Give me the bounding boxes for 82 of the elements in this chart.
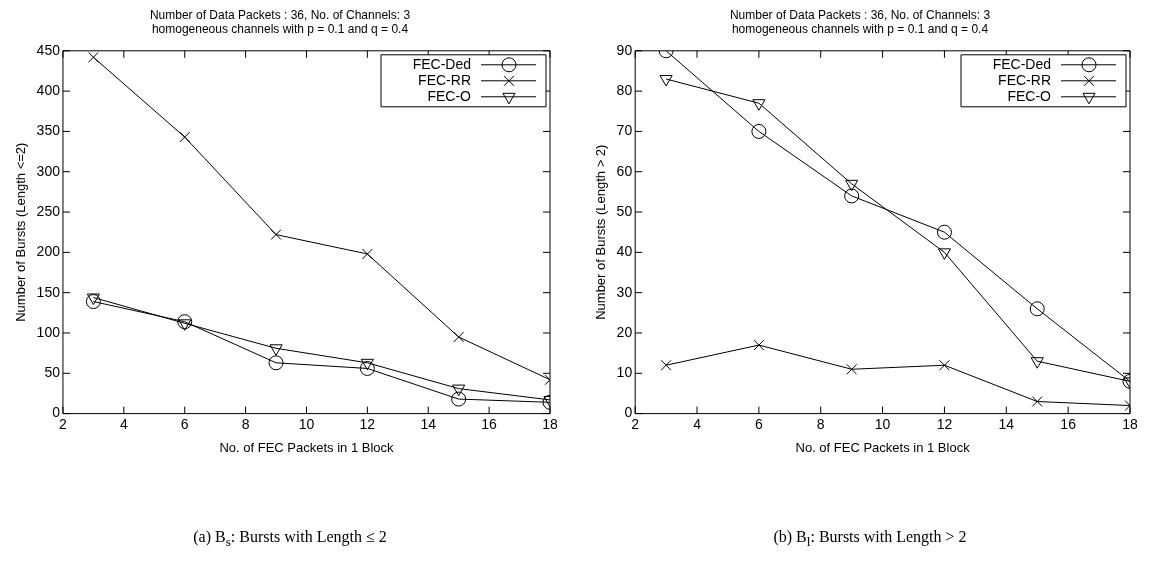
- x-tick-label: 10: [298, 415, 315, 432]
- point: [86, 293, 100, 305]
- chart-subtitle: homogeneous channels with p = 0.1 and q = 0.4: [731, 21, 989, 36]
- chart-title: Number of Data Packets : 36, No. of Channels: 3: [149, 7, 411, 22]
- y-tick-label: 50: [616, 202, 633, 219]
- y-tick-label: 80: [616, 81, 633, 98]
- point: [937, 248, 951, 260]
- point: [361, 248, 373, 260]
- y-tick-label: 350: [36, 122, 61, 139]
- x-tick-label: 12: [936, 415, 953, 432]
- x-tick-label: 2: [631, 415, 640, 432]
- y-tick-label: 250: [36, 202, 61, 219]
- x-tick-label: 16: [1060, 415, 1077, 432]
- point: [451, 391, 467, 407]
- point: [846, 363, 858, 375]
- y-tick-label: 90: [616, 41, 633, 58]
- x-tick-label: 10: [874, 415, 891, 432]
- point: [752, 99, 766, 111]
- point: [936, 224, 952, 240]
- x-tick-label: 14: [420, 415, 437, 432]
- point: [177, 314, 193, 330]
- point: [179, 131, 191, 143]
- y-tick-label: 60: [616, 162, 633, 179]
- y-tick-label: 400: [36, 81, 61, 98]
- text: (b) B$_{l}$: Bursts with Length > 2: [772, 528, 968, 551]
- y-tick-label: 450: [36, 41, 61, 58]
- point: [660, 359, 672, 371]
- x-tick-label: 6: [180, 415, 189, 432]
- legend-label: FEC-Ded: [412, 55, 471, 72]
- point: [85, 294, 101, 310]
- text: (a) B$_{s}$: Bursts with Length ≤ 2: [192, 528, 388, 551]
- x-tick-label: 4: [119, 415, 128, 432]
- point: [360, 358, 374, 371]
- y-axis-title: Number of Bursts (Length <=2): [13, 142, 29, 322]
- x-tick-label: 18: [1122, 415, 1138, 432]
- x-tick-label: 4: [693, 415, 702, 432]
- x-axis-title: No. of FEC Packets in 1 Block: [795, 439, 971, 455]
- legend-label: FEC-Ded: [992, 55, 1051, 72]
- x-tick-label: 12: [359, 415, 376, 432]
- point: [938, 359, 950, 371]
- y-tick-label: 20: [616, 323, 633, 340]
- y-tick-label: 150: [36, 283, 61, 300]
- legend-label: FEC-O: [427, 87, 472, 104]
- x-tick-label: 8: [241, 415, 250, 432]
- y-tick-label: 10: [616, 364, 633, 381]
- legend-label: FEC-RR: [998, 71, 1051, 88]
- point: [269, 344, 283, 356]
- point: [359, 360, 375, 376]
- x-tick-label: 14: [998, 415, 1015, 432]
- point: [270, 229, 282, 241]
- chart-subtitle: homogeneous channels with p = 0.1 and q = 0.4: [151, 21, 409, 36]
- x-axis-title: No. of FEC Packets in 1 Block: [219, 439, 395, 455]
- x-tick-label: 6: [754, 415, 763, 432]
- point: [1029, 301, 1045, 317]
- y-tick-label: 70: [616, 122, 633, 139]
- y-tick-label: 40: [616, 243, 633, 260]
- point: [452, 384, 466, 397]
- point: [844, 188, 860, 204]
- point: [453, 331, 465, 343]
- x-tick-label: 2: [59, 415, 68, 432]
- y-tick-label: 50: [44, 364, 61, 381]
- point: [753, 339, 765, 351]
- y-tick-label: 30: [616, 283, 633, 300]
- point: [659, 75, 673, 87]
- point: [1030, 357, 1044, 369]
- y-tick-label: 0: [624, 404, 633, 421]
- point: [845, 179, 859, 192]
- chart-title: Number of Data Packets : 36, No. of Channels: 3: [729, 7, 991, 22]
- point: [178, 319, 192, 331]
- x-tick-label: 8: [816, 415, 825, 432]
- y-tick-label: 100: [36, 323, 61, 340]
- point: [1031, 396, 1043, 407]
- y-axis-title: Number of Bursts (Length > 2): [593, 144, 609, 320]
- y-tick-label: 200: [36, 243, 61, 260]
- x-tick-label: 18: [542, 415, 558, 432]
- point: [268, 355, 284, 371]
- x-tick-label: 16: [481, 415, 498, 432]
- y-tick-label: 0: [52, 404, 61, 421]
- y-tick-label: 300: [36, 162, 61, 179]
- legend-label: FEC-RR: [418, 71, 471, 88]
- legend-label: FEC-O: [1007, 87, 1052, 104]
- point: [87, 51, 99, 63]
